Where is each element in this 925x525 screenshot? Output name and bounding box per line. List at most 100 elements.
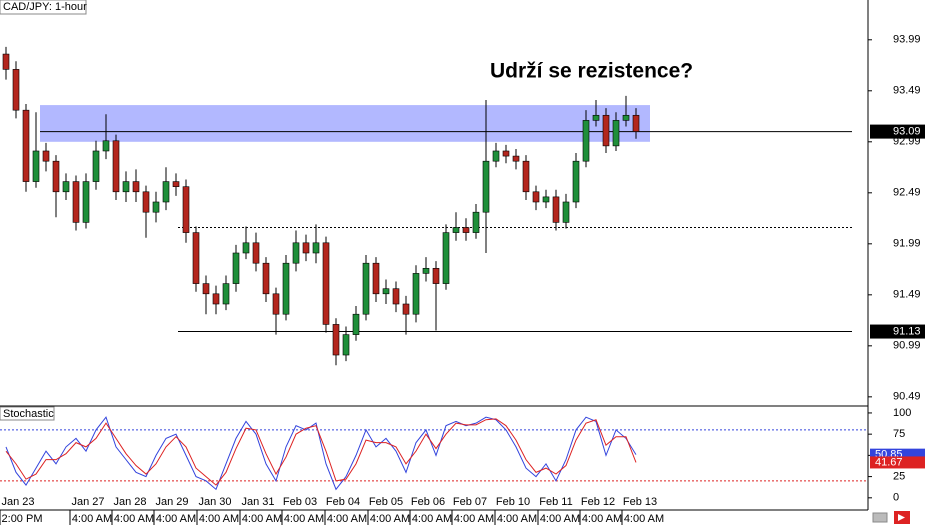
candle-body: [22, 109, 30, 182]
candle-body: [342, 334, 350, 356]
candle-body: [162, 181, 170, 203]
date-label: Jan 29: [155, 496, 188, 508]
candle-body: [252, 242, 260, 264]
date-label: Feb 12: [581, 496, 615, 508]
candle-body: [192, 232, 200, 284]
candle-body: [562, 201, 570, 223]
date-label: Feb 11: [539, 496, 572, 508]
time-label: 4:00 AM: [156, 513, 196, 525]
y-tick-label: 92.49: [893, 187, 921, 199]
candle-body: [52, 160, 60, 193]
candle-body: [602, 114, 610, 147]
stoch-tick-label: 25: [893, 471, 905, 483]
candle-body: [32, 150, 40, 182]
time-label: 4:00 AM: [370, 513, 410, 525]
candle-body: [632, 114, 640, 132]
date-label: Jan 23: [1, 496, 34, 508]
candle-body: [612, 120, 620, 147]
title-box: [0, 0, 87, 15]
candle-body: [622, 114, 630, 121]
candle-body: [522, 160, 530, 193]
candle-body: [552, 196, 560, 223]
scroll-icon[interactable]: [872, 512, 888, 523]
candle-body: [82, 181, 90, 223]
candle-body: [222, 283, 230, 305]
time-label: 4:00 AM: [582, 513, 622, 525]
stoch-title: Stochastic: [3, 408, 54, 420]
price-marker-label: 91.13: [893, 325, 921, 337]
time-label: 4:00 AM: [412, 513, 452, 525]
candle-body: [432, 267, 440, 284]
time-label: 2:00 PM: [2, 513, 43, 525]
candle-body: [202, 283, 210, 295]
candle-body: [362, 262, 370, 315]
time-label: 4:00 AM: [199, 513, 239, 525]
date-label: Feb 04: [326, 496, 360, 508]
candle-body: [282, 262, 290, 315]
candle-body: [112, 140, 120, 193]
time-label: 4:00 AM: [284, 513, 324, 525]
candle-body: [532, 191, 540, 203]
candle-body: [442, 232, 450, 284]
candle-body: [312, 242, 320, 254]
candle-body: [592, 114, 600, 121]
time-label: 4:00 AM: [242, 513, 282, 525]
candle-body: [482, 160, 490, 213]
candle-body: [402, 303, 410, 315]
candle-body: [542, 196, 550, 203]
candle-body: [122, 181, 130, 193]
price-marker-box: [870, 124, 925, 139]
candle-body: [92, 150, 100, 182]
time-label: 4:00 AM: [540, 513, 580, 525]
candle-body: [262, 262, 270, 295]
y-tick-label: 90.99: [893, 340, 921, 352]
stoch-title-box: [0, 406, 55, 421]
stoch-marker-label: 41.67: [875, 456, 903, 468]
price-marker-label: 93.09: [893, 126, 921, 138]
candle-body: [452, 227, 460, 233]
date-label: Jan 30: [198, 496, 231, 508]
price-marker-box: [870, 324, 925, 339]
candle-body: [512, 155, 520, 162]
candle-body: [2, 53, 10, 70]
candle-body: [302, 242, 310, 254]
date-label: Feb 05: [369, 496, 403, 508]
y-tick-label: 91.99: [893, 238, 921, 250]
candle-body: [472, 211, 480, 233]
stoch-line: [5, 418, 637, 486]
y-tick-label: 93.99: [893, 34, 921, 46]
time-label: 4:00 AM: [497, 513, 537, 525]
candle-body: [232, 252, 240, 284]
candle-body: [182, 186, 190, 233]
plot-layer: 93.99 93.49 92.99 92.49 91.99 91.49 90.99 90.49…: [0, 34, 925, 525]
date-label: Feb 03: [283, 496, 317, 508]
candle-body: [292, 242, 300, 264]
candle-body: [332, 324, 340, 356]
date-label: Jan 28: [113, 496, 146, 508]
candle-body: [132, 181, 140, 193]
stoch-tick-label: 100: [893, 407, 911, 419]
candle-body: [412, 273, 420, 315]
time-label: 4:00 AM: [72, 513, 112, 525]
candle-body: [502, 150, 510, 157]
time-label: 4:00 AM: [327, 513, 367, 525]
candle-body: [12, 69, 20, 111]
y-tick-label: 92.99: [893, 136, 921, 148]
candle-body: [352, 313, 360, 335]
shift-arrow: [898, 514, 905, 521]
y-tick-label: 93.49: [893, 85, 921, 97]
date-label: Jan 31: [241, 496, 274, 508]
candle-body: [142, 191, 150, 213]
time-label: 4:00 AM: [624, 513, 664, 525]
candle-body: [62, 181, 70, 193]
candle-body: [42, 150, 50, 162]
y-tick-label: 90.49: [893, 391, 921, 403]
annotation: Udrží se rezistence?: [490, 60, 693, 83]
candle-body: [152, 201, 160, 213]
date-label: Jan 27: [71, 496, 104, 508]
candle-body: [392, 288, 400, 305]
y-tick-label: 91.49: [893, 289, 921, 301]
candle-body: [462, 227, 470, 233]
